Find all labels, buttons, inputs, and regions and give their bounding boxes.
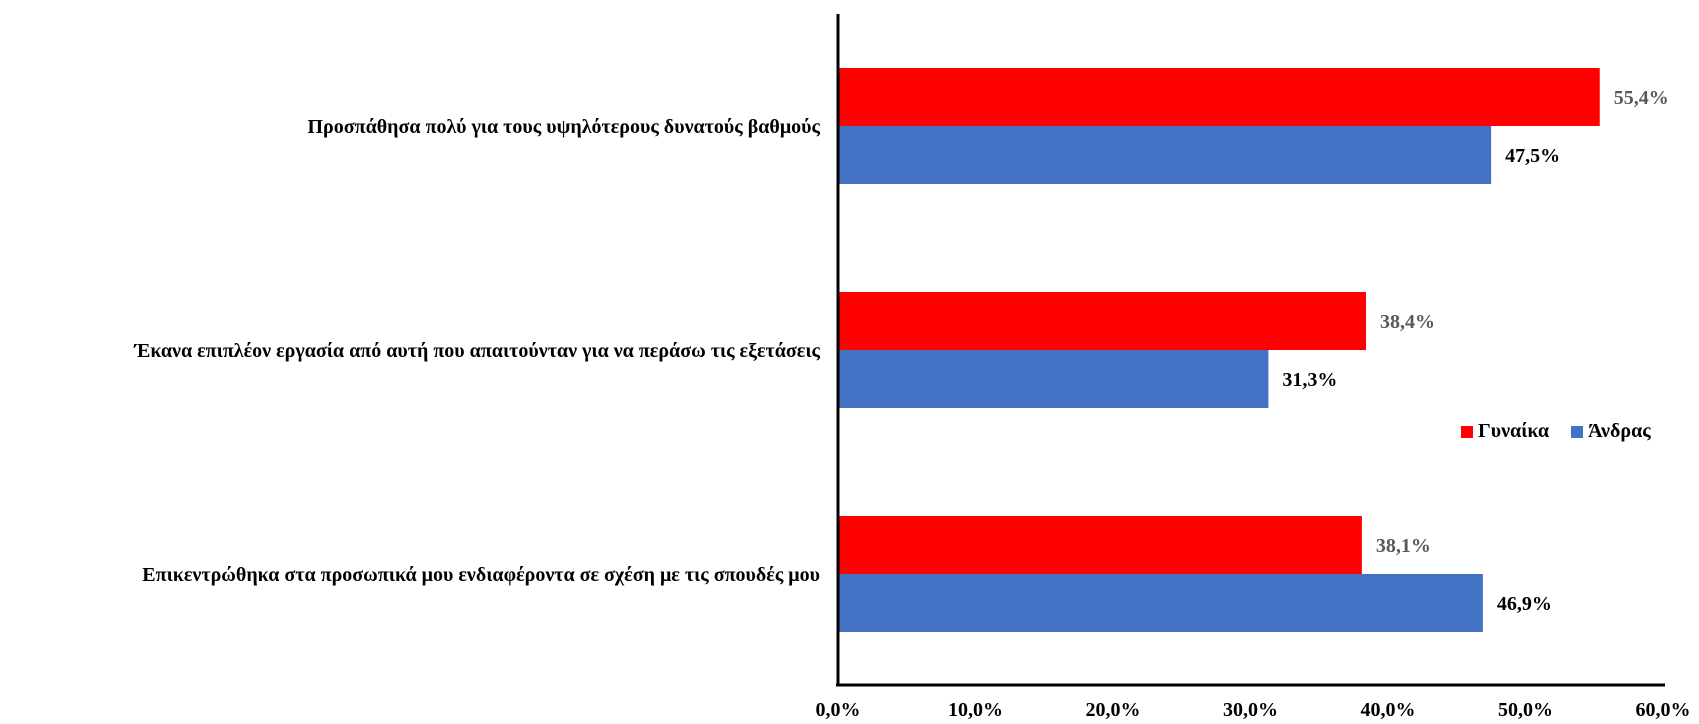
bar-men-0 xyxy=(838,126,1492,184)
bar-men-1 xyxy=(838,350,1269,408)
bar-men-2 xyxy=(838,574,1483,632)
x-tick-labels: 0,0% 10,0% 20,0% 30,0% 40,0% 50,0% 60,0% xyxy=(816,699,1691,721)
bar-women-2 xyxy=(838,516,1362,574)
data-labels: 55,4% 47,5% 38,4% 31,3% 38,1% 46,9% xyxy=(1282,87,1668,615)
bar-women-0 xyxy=(838,68,1600,126)
x-tick-label-5: 50,0% xyxy=(1498,699,1553,721)
data-label-women-2: 38,1% xyxy=(1376,535,1431,557)
legend-swatch-women xyxy=(1461,425,1473,438)
x-tick-label-1: 10,0% xyxy=(948,699,1003,721)
legend-label-men: Άνδρας xyxy=(1588,420,1651,442)
x-tick-label-4: 40,0% xyxy=(1361,699,1416,721)
data-label-women-1: 38,4% xyxy=(1380,311,1435,333)
data-label-women-0: 55,4% xyxy=(1614,87,1669,109)
bars-layer xyxy=(838,68,1600,632)
data-label-men-2: 46,9% xyxy=(1497,593,1552,615)
legend-swatch-men xyxy=(1571,425,1584,438)
x-tick-label-3: 30,0% xyxy=(1223,699,1278,721)
category-labels: Προσπάθησα πολύ για τους υψηλότερους δυν… xyxy=(133,116,820,586)
legend-item-women: Γυναίκα xyxy=(1461,420,1549,443)
category-label-0: Προσπάθησα πολύ για τους υψηλότερους δυν… xyxy=(307,116,820,138)
category-label-1: Έκανα επιπλέον εργασία από αυτή που απαι… xyxy=(133,340,820,362)
x-tick-label-2: 20,0% xyxy=(1086,699,1141,721)
data-label-men-1: 31,3% xyxy=(1282,369,1337,391)
legend-label-women: Γυναίκα xyxy=(1478,420,1550,442)
legend: Γυναίκα Άνδρας xyxy=(1461,420,1651,443)
category-label-2: Επικεντρώθηκα στα προσωπικά μου ενδιαφέρ… xyxy=(142,564,820,586)
x-tick-label-0: 0,0% xyxy=(816,699,861,721)
axes xyxy=(836,14,1665,687)
x-tick-label-6: 60,0% xyxy=(1636,699,1691,721)
data-label-men-0: 47,5% xyxy=(1505,145,1560,167)
bar-women-1 xyxy=(838,292,1366,350)
legend-item-men: Άνδρας xyxy=(1571,420,1651,443)
